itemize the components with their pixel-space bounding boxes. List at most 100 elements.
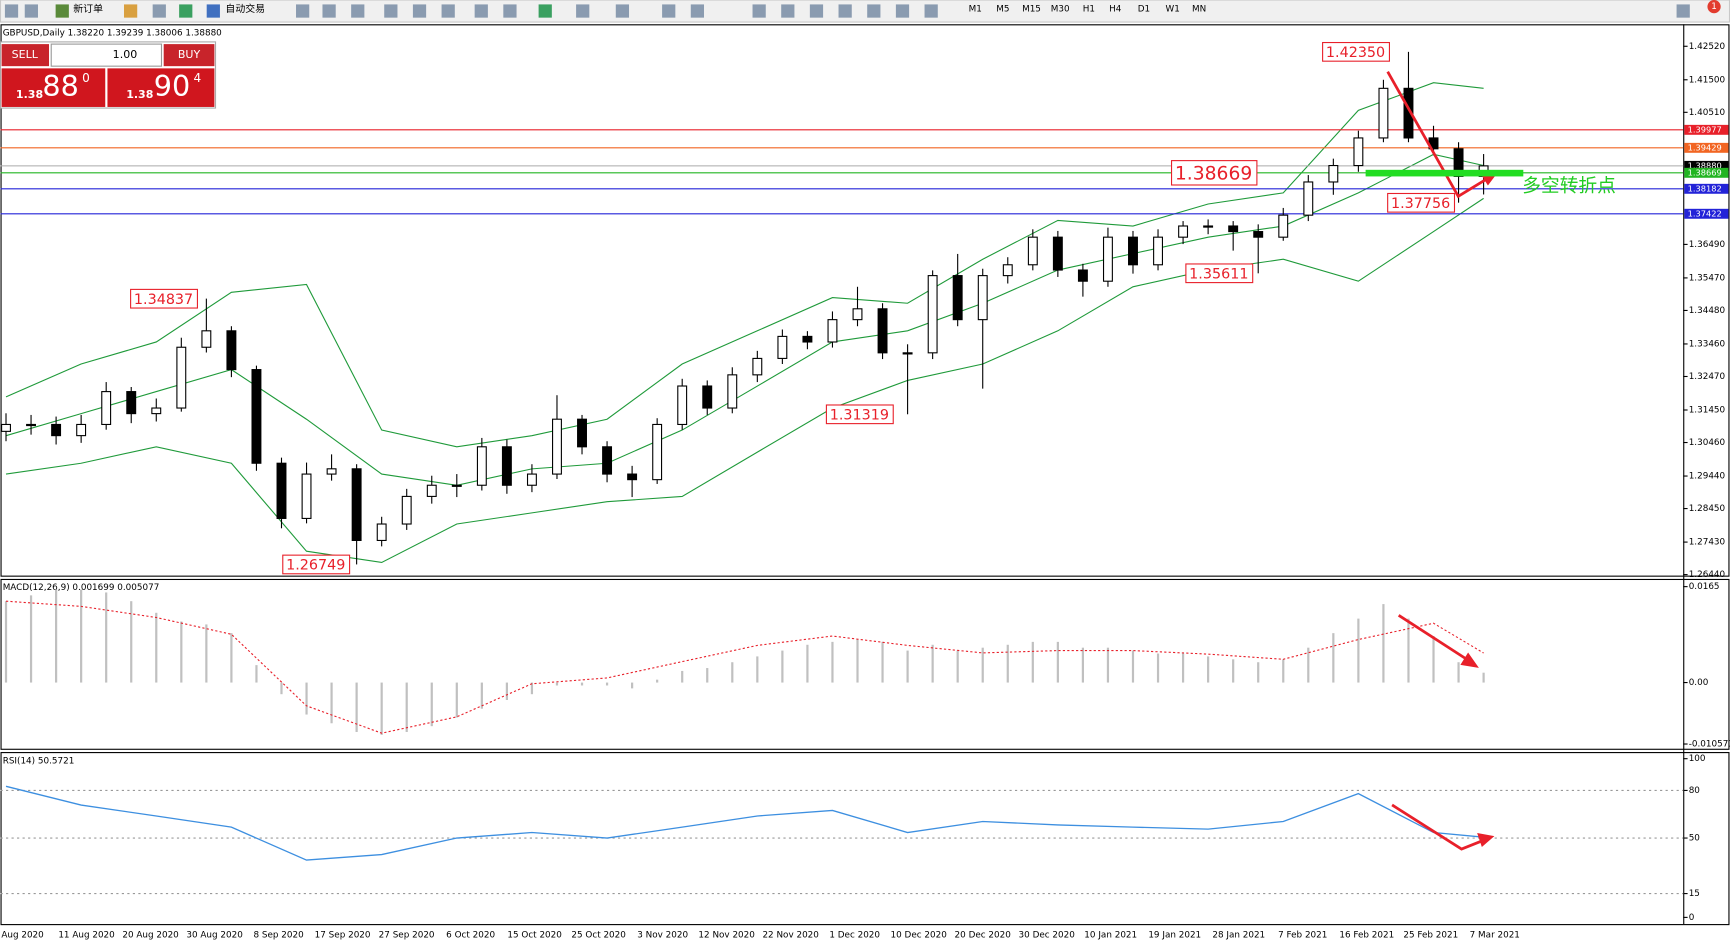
icon[interactable] [1676, 4, 1690, 18]
icon[interactable] [503, 4, 517, 18]
icon[interactable] [179, 4, 193, 18]
candle-body [176, 346, 187, 409]
sell-label[interactable]: SELL [12, 48, 39, 61]
x-tick-label: 3 Nov 2020 [637, 931, 688, 941]
candle-body [376, 523, 387, 541]
rsi-arrow [1391, 803, 1490, 851]
icon[interactable] [538, 4, 552, 18]
candle-body [451, 484, 462, 487]
annotation-label: 1.35611 [1189, 266, 1248, 282]
x-tick-label: 11 Aug 2020 [58, 931, 115, 941]
icon[interactable] [576, 4, 590, 18]
candle-body [201, 330, 212, 348]
timeframe-button[interactable]: M15 [1022, 4, 1041, 14]
icon[interactable] [206, 4, 220, 18]
icon[interactable] [441, 4, 455, 18]
icon[interactable] [474, 4, 488, 18]
macd-bar [906, 650, 909, 683]
timeframe-button[interactable]: H4 [1109, 4, 1122, 14]
icon[interactable] [752, 4, 766, 18]
macd-bar [756, 656, 759, 683]
candle-body [501, 446, 512, 486]
timeframe-button[interactable]: MN [1192, 4, 1206, 14]
macd-bar [1432, 636, 1435, 683]
candle-body [476, 446, 487, 486]
timeframe-button[interactable]: M5 [996, 4, 1009, 14]
x-tick-label: 7 Feb 2021 [1278, 931, 1327, 941]
macd-bar [1131, 650, 1135, 683]
macd-bar [1332, 633, 1335, 683]
x-tick-label: 20 Aug 2020 [122, 931, 179, 941]
candle-body [1353, 137, 1364, 167]
timeframe-button[interactable]: H1 [1083, 4, 1095, 14]
timeframes: M1 M5 M15 M30 H1 H4 D1 W1 MN [969, 4, 1207, 14]
icon[interactable] [123, 4, 138, 18]
x-tick-label: Aug 2020 [1, 931, 44, 941]
icon[interactable] [615, 4, 630, 18]
annotation-box [825, 404, 894, 425]
icon[interactable] [384, 4, 398, 18]
icon[interactable] [152, 4, 166, 18]
icon[interactable] [838, 4, 852, 18]
timeframe-button[interactable]: M1 [969, 4, 982, 14]
timeframe-button[interactable]: M30 [1051, 4, 1070, 14]
annotation-label: 1.42350 [1326, 45, 1385, 61]
y-tick-label: 0 [1689, 913, 1695, 923]
macd-bar [1232, 659, 1235, 683]
icon[interactable] [781, 4, 795, 18]
candle-body [677, 385, 688, 426]
macd-bar [1482, 672, 1485, 683]
bid-box[interactable] [1, 68, 106, 107]
macd-bar [931, 644, 934, 683]
icon[interactable] [24, 4, 38, 18]
macd-bar [706, 668, 709, 683]
candle-body [401, 495, 412, 525]
annotation-box [282, 554, 351, 575]
icon[interactable] [412, 4, 427, 18]
macd-arrow [1397, 614, 1472, 663]
macd-bar [54, 589, 58, 683]
macd-bar [155, 612, 158, 683]
macd-bar [530, 682, 534, 695]
icon[interactable] [924, 4, 938, 18]
ask-box[interactable] [107, 68, 215, 107]
icon[interactable] [322, 4, 336, 18]
candle-body [927, 275, 938, 354]
icon[interactable] [351, 4, 365, 18]
icon[interactable] [55, 4, 69, 18]
macd-bar [806, 644, 809, 683]
annotation-box [130, 288, 198, 309]
macd-bar [781, 650, 784, 683]
trend-arrow [1386, 70, 1496, 199]
timeframe-button[interactable]: W1 [1165, 4, 1179, 14]
lots-input[interactable] [50, 43, 163, 67]
macd-bar [1282, 659, 1285, 683]
timeframe-button[interactable]: D1 [1138, 4, 1150, 14]
y-tick-label: 1.34480 [1689, 306, 1726, 316]
candle-body [602, 446, 613, 475]
price-level-label: 1.38880 [1688, 160, 1722, 170]
new-order-button[interactable]: 新订单 [73, 2, 103, 15]
annotation-label: 1.38669 [1175, 163, 1252, 184]
price-level-label: 1.39429 [1688, 142, 1722, 152]
icon[interactable] [895, 4, 910, 18]
toolbar-icons [4, 4, 1690, 18]
lots-value[interactable]: 1.00 [113, 48, 138, 61]
y-tick-label: 0.0165 [1689, 582, 1720, 592]
icon[interactable] [690, 4, 705, 18]
candle-body [1403, 87, 1414, 139]
buy-button[interactable] [163, 44, 215, 67]
sell-button[interactable] [1, 44, 50, 67]
candle-body [101, 391, 112, 426]
macd-bar [1457, 662, 1460, 683]
candle-body [1278, 214, 1289, 238]
notification-badge[interactable] [1707, 0, 1721, 14]
auto-trading-button[interactable]: 自动交易 [225, 2, 265, 15]
icon[interactable] [4, 4, 19, 18]
icon[interactable] [867, 4, 881, 18]
icon[interactable] [296, 4, 310, 18]
icon[interactable] [662, 4, 676, 18]
icon[interactable] [809, 4, 824, 18]
buy-label[interactable]: BUY [178, 48, 201, 61]
price-level-box [1684, 124, 1729, 135]
